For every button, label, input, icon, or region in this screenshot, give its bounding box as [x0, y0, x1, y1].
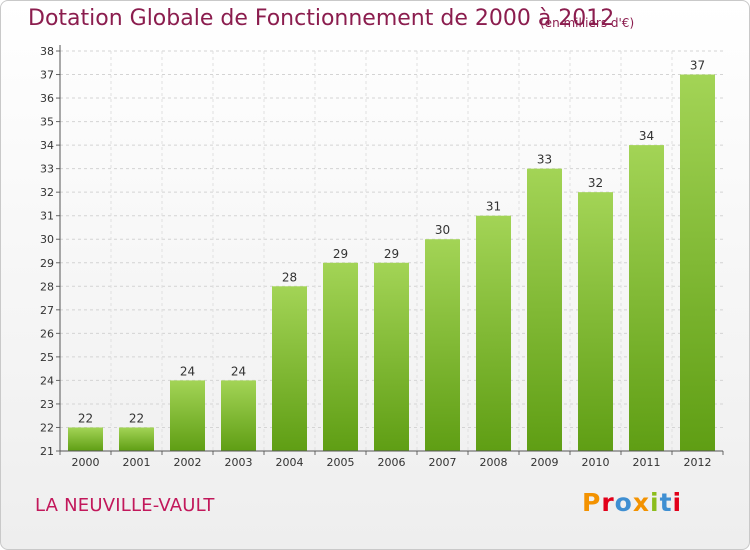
labels: 21 22 23 24 25 26 27 28 29 30 31 32 33 34 35 36 37 38 22 20…: [40, 45, 712, 469]
x-tick-label: 2002: [174, 456, 202, 469]
logo-letter: r: [601, 488, 615, 517]
logo-letter: o: [614, 488, 633, 517]
x-tick-label: 2011: [633, 456, 661, 469]
y-tick-label: 21: [40, 445, 54, 458]
x-tick-label: 2009: [531, 456, 559, 469]
y-tick-label: 31: [40, 210, 54, 223]
data-label: 29: [384, 247, 399, 261]
data-label: 32: [588, 176, 603, 190]
bars: [68, 74, 715, 452]
x-tick-label: 2000: [72, 456, 100, 469]
chart-unit: (en milliers d'€): [540, 16, 635, 30]
logo-letter: P: [582, 488, 602, 517]
bar-2003: [221, 380, 256, 451]
bar-2012: [680, 74, 715, 451]
x-tick-label: 2010: [582, 456, 610, 469]
data-label: 30: [435, 223, 450, 237]
data-label: 24: [231, 364, 246, 378]
x-tick-label: 2007: [429, 456, 457, 469]
bar-2011: [629, 145, 664, 451]
x-tick-label: 2012: [684, 456, 712, 469]
data-label: 34: [639, 129, 654, 143]
y-tick-label: 32: [40, 186, 54, 199]
data-label: 22: [129, 411, 144, 425]
y-tick-label: 37: [40, 69, 54, 82]
logo-letter: t: [659, 488, 673, 517]
y-tick-label: 26: [40, 327, 54, 340]
bar-2002: [170, 380, 205, 451]
bar-2009: [527, 168, 562, 451]
x-tick-label: 2004: [276, 456, 304, 469]
x-tick-label: 2006: [378, 456, 406, 469]
y-tick-label: 29: [40, 257, 54, 270]
y-tick-label: 38: [40, 45, 54, 58]
y-tick-label: 30: [40, 233, 54, 246]
x-tick-label: 2005: [327, 456, 355, 469]
bar-2008: [476, 215, 511, 451]
bar-2000: [68, 427, 103, 451]
bar-2005: [323, 262, 358, 451]
data-label: 37: [690, 59, 705, 73]
chart-title: Dotation Globale de Fonctionnement de 20…: [28, 6, 615, 31]
bar-2001: [119, 427, 154, 451]
bar-2007: [425, 239, 460, 451]
y-tick-label: 36: [40, 92, 54, 105]
data-label: 31: [486, 200, 501, 214]
y-tick-label: 25: [40, 351, 54, 364]
data-label: 24: [180, 364, 195, 378]
commune-name: LA NEUVILLE-VAULT: [35, 495, 215, 516]
y-tick-label: 27: [40, 304, 54, 317]
bar-2006: [374, 262, 409, 451]
proxiti-logo[interactable]: Proxiti: [582, 488, 682, 517]
data-label: 28: [282, 270, 297, 284]
logo-letter: x: [632, 488, 650, 517]
x-tick-label: 2008: [480, 456, 508, 469]
data-label: 22: [78, 411, 93, 425]
y-tick-label: 34: [40, 139, 54, 152]
y-tick-label: 35: [40, 116, 54, 129]
x-tick-label: 2003: [225, 456, 253, 469]
y-tick-label: 28: [40, 280, 54, 293]
logo-letter: i: [650, 488, 660, 517]
y-tick-label: 24: [40, 374, 54, 387]
data-label: 33: [537, 153, 552, 167]
y-tick-label: 23: [40, 398, 54, 411]
bar-2004: [272, 286, 307, 451]
data-label: 29: [333, 247, 348, 261]
bar-2010: [578, 192, 613, 452]
logo-letter: i: [672, 488, 683, 517]
y-tick-label: 22: [40, 421, 54, 434]
y-tick-label: 33: [40, 163, 54, 176]
x-tick-label: 2001: [123, 456, 151, 469]
axes: [56, 45, 724, 455]
